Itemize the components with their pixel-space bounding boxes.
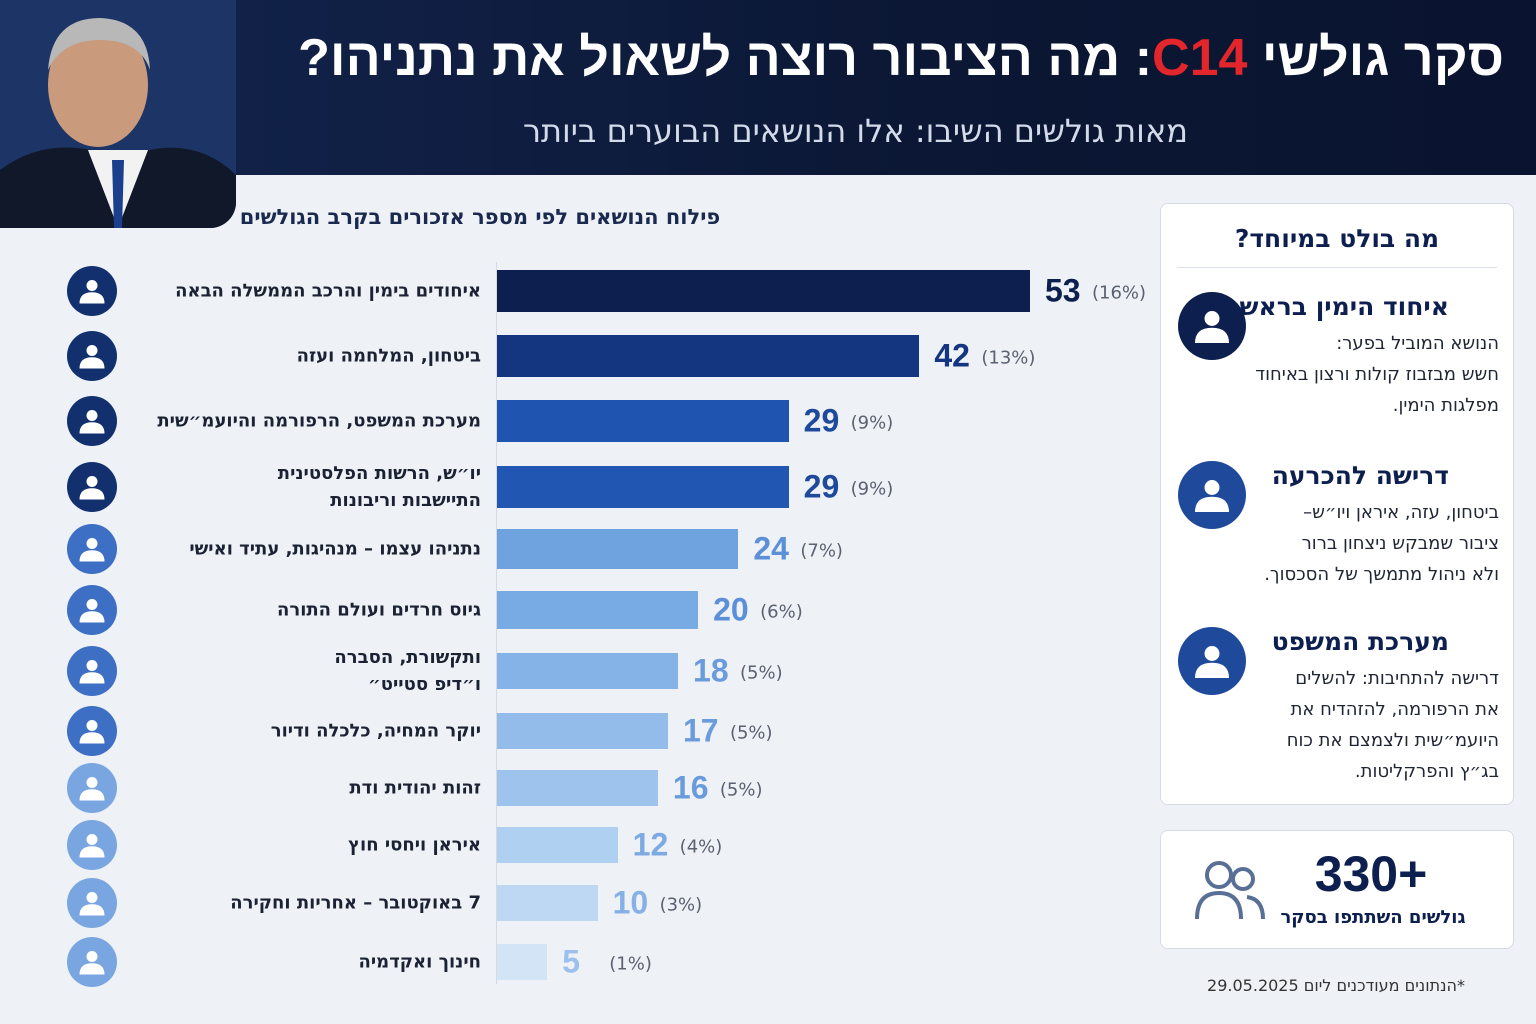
category-icon (67, 763, 117, 813)
stats-caption: גולשים השתתפו בסקר (1280, 907, 1466, 928)
value-label: 10 (612, 884, 649, 921)
value-label: 12 (632, 826, 669, 863)
share-label: (5%) (719, 779, 763, 801)
category-label: זהות יהודית ודת (349, 777, 481, 799)
value-label: 29 (803, 402, 840, 439)
share-label: (16%) (1092, 282, 1147, 304)
bar (497, 713, 668, 749)
value-label: 42 (934, 337, 970, 374)
share-label: (1%) (609, 953, 652, 975)
highlight-icon (1178, 292, 1246, 360)
value-label: 24 (753, 530, 789, 567)
category-label: ביטחון, המלחמה ועזה (296, 345, 481, 367)
share-label: (6%) (760, 601, 803, 623)
share-label: (5%) (729, 722, 773, 744)
title: סקר גולשי C14: מה הציבור רוצה לשאול את נ… (298, 28, 1504, 88)
people-icon (1195, 861, 1265, 920)
share-label: (13%) (981, 347, 1036, 369)
category-icon (67, 524, 117, 574)
category-icon (67, 585, 117, 635)
panel-title: מה בולט במיוחד? (1234, 224, 1440, 253)
chart-title: פילוח הנושאים לפי מספר אזכורים בקרב הגול… (239, 205, 721, 229)
category-icon (67, 706, 117, 756)
portrait (0, 0, 236, 228)
share-label: (9%) (850, 412, 894, 434)
value-label: 29 (803, 468, 840, 505)
bar (497, 770, 658, 806)
share-label: (4%) (679, 836, 723, 858)
highlight-title: איחוד הימין בראש (1239, 292, 1449, 321)
highlight-body: הנושא המוביל בפער: חשש מבזבוז קולות ורצו… (1255, 333, 1499, 416)
share-label: (9%) (850, 478, 894, 500)
category-label: יו״ש, הרשות הפלסטינית התיישבות וריבונות (277, 463, 481, 511)
bar (497, 400, 789, 442)
stats-box: 330+ גולשים השתתפו בסקר (1160, 830, 1514, 949)
category-label: יוקר המחיה, כלכלה ודיור (270, 720, 481, 742)
category-label: איראן ויחסי חוץ (348, 834, 481, 856)
axis-line (496, 262, 497, 984)
title-rest: : מה הציבור רוצה לשאול את נתניהו? (298, 29, 1153, 87)
value-label: 53 (1045, 272, 1081, 309)
divider (1177, 267, 1497, 268)
category-icon (67, 396, 117, 446)
category-label: חינוך ואקדמיה (358, 951, 481, 973)
bar (497, 466, 789, 508)
share-label: (7%) (800, 540, 843, 562)
bar (497, 653, 679, 689)
category-label: ותקשורת, הסברה ו״דיפ סטייט״ (334, 647, 481, 695)
category-icon (67, 646, 117, 696)
subtitle: מאות גולשים השיבו: אלו הנושאים הבוערים ב… (522, 112, 1188, 150)
footnote: *הנתונים מעודכנים ליום 29.05.2025 (1207, 976, 1465, 995)
highlight-body: דרישה להתחיבות: להשלים את הרפורמה, להזהד… (1286, 668, 1499, 782)
value-label: 16 (672, 769, 709, 806)
highlight-title: מערכת המשפט (1271, 627, 1449, 656)
stats-value: 330+ (1314, 846, 1428, 902)
bar (497, 944, 548, 980)
value-label: 17 (682, 712, 719, 749)
share-label: (5%) (740, 662, 783, 684)
category-label: נתניהו עצמו – מנהיגות, עתיד ואישי (189, 538, 481, 560)
category-label: איחודים בימין והרכב הממשלה הבאה (175, 280, 481, 302)
highlight-icon (1178, 627, 1246, 695)
category-icon (67, 820, 117, 870)
bar (497, 827, 618, 863)
value-label: 20 (713, 591, 749, 628)
bar (497, 529, 739, 569)
category-label: מערכת המשפט, הרפורמה והיועמ״שית (157, 410, 481, 432)
bar (497, 885, 598, 921)
highlights-panel: מה בולט במיוחד? איחוד הימין בראש הנושא המ… (1160, 203, 1514, 805)
highlight-body: ביטחון, עזה, איראן ויו״ש– ציבור שמבקש ני… (1264, 502, 1499, 585)
category-icon (67, 331, 117, 381)
value-label: 18 (693, 652, 729, 689)
category-label: 7 באוקטובר – אחריות וחקירה (230, 892, 481, 914)
title-highlight: C14 (1152, 29, 1248, 87)
portrait-art (0, 0, 236, 228)
category-icon (67, 462, 117, 512)
category-icon (67, 878, 117, 928)
share-label: (3%) (659, 894, 703, 916)
title-lead: סקר גולשי (1247, 29, 1504, 87)
category-icon (67, 937, 117, 987)
bar (497, 591, 699, 629)
bar (497, 270, 1030, 312)
header: סקר גולשי C14: מה הציבור רוצה לשאול את נ… (0, 0, 1536, 175)
category-label: גיוס חרדים ועולם התורה (277, 599, 481, 621)
category-icon (67, 266, 117, 316)
highlight-title: דרישה להכרעה (1271, 461, 1449, 490)
value-label: 5 (562, 943, 581, 980)
highlight-icon (1178, 461, 1246, 529)
bar (497, 335, 920, 377)
